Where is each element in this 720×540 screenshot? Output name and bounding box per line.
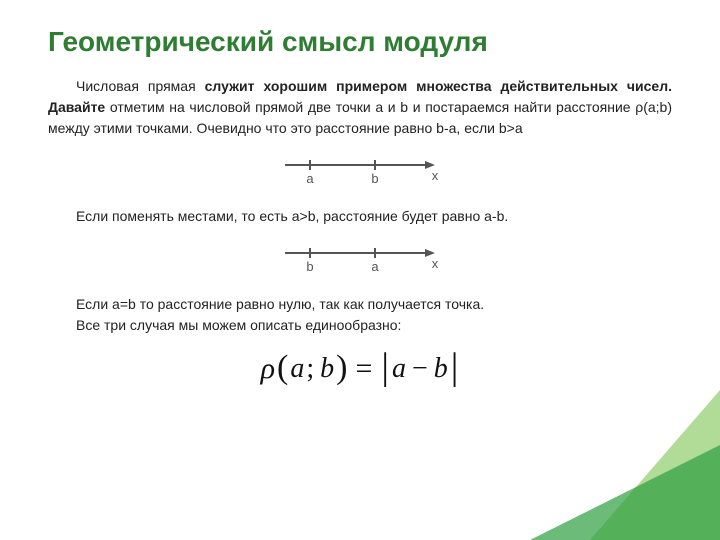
nl1-label-right: b [371,171,378,186]
paragraph-1: Числовая прямая служит хорошим примером … [48,76,672,139]
corner-decoration [530,390,720,540]
corner-tri-1 [590,390,720,540]
paragraph-3-line2: Все три случая мы можем описать единообр… [48,315,672,336]
formula-arg-a: a [290,353,304,385]
paragraph-2: Если поменять местами, то есть a>b, расс… [48,206,672,227]
p1-text-2: отметим на числовой прямой две точки a и… [48,99,672,136]
formula-rho: ρ [261,352,275,386]
formula-minus: − [408,353,432,385]
numberline-2-wrap: b a x [48,241,672,280]
nl2-label-right: a [371,259,379,274]
numberline-2: b a x [275,241,445,280]
nl2-label-left: b [306,259,313,274]
corner-tri-2 [530,445,720,540]
formula: ρ ( a ; b ) = | a − b | [261,350,460,388]
formula-eq: = [349,352,378,386]
numberline-1: a b x [275,153,445,192]
numberline-1-wrap: a b x [48,153,672,192]
page-title: Геометрический смысл модуля [48,26,672,58]
formula-wrap: ρ ( a ; b ) = | a − b | [48,350,672,388]
paragraph-3-line1: Если a=b то расстояние равно нулю, так к… [48,294,672,315]
formula-lbar: | [380,348,390,386]
p1-text-1: Числовая прямая [76,78,205,94]
nl2-axis-label: x [432,256,439,271]
nl1-axis-label: x [432,168,439,183]
formula-lparen: ( [277,351,288,385]
formula-sep: ; [306,353,314,385]
formula-inner-b: b [434,353,448,385]
nl1-label-left: a [306,171,314,186]
formula-rbar: | [450,348,460,386]
formula-inner-a: a [392,353,406,385]
formula-arg-b: b [316,353,334,385]
formula-rparen: ) [336,351,347,385]
